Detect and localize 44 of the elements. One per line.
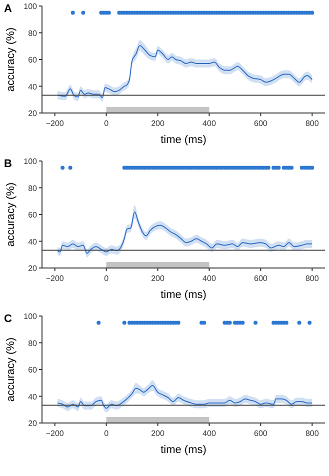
y-axis-title: accuracy (%) bbox=[5, 337, 17, 402]
x-tick-label: 800 bbox=[305, 274, 320, 283]
x-tick-label: 800 bbox=[305, 429, 320, 438]
y-tick-label: 100 bbox=[24, 312, 38, 321]
y-tick-label: 60 bbox=[28, 210, 38, 220]
x-axis-title: time (ms) bbox=[160, 134, 206, 146]
x-tick-label: 400 bbox=[202, 119, 216, 128]
y-tick-label: 40 bbox=[28, 392, 38, 402]
x-tick-label: 400 bbox=[202, 429, 216, 438]
x-tick-label: 200 bbox=[151, 429, 165, 438]
x-tick-label: 800 bbox=[305, 119, 320, 128]
x-tick-label: −200 bbox=[46, 119, 64, 128]
y-tick-label: 40 bbox=[28, 82, 38, 92]
x-tick-label: 0 bbox=[104, 274, 110, 283]
x-axis-title: time (ms) bbox=[160, 289, 206, 301]
y-tick-label: 40 bbox=[28, 237, 38, 246]
chart-title: A bbox=[4, 3, 12, 15]
x-tick-label: 600 bbox=[254, 429, 268, 438]
x-tick-label: 400 bbox=[202, 274, 216, 283]
y-tick-label: 100 bbox=[24, 2, 38, 11]
y-tick-label: 20 bbox=[28, 419, 38, 428]
x-tick-label: 200 bbox=[151, 274, 165, 283]
line-series bbox=[56, 211, 313, 254]
x-tick-label: 200 bbox=[151, 119, 165, 128]
x-tick-label: −200 bbox=[46, 429, 64, 438]
y-tick-label: 60 bbox=[28, 366, 38, 374]
x-tick-label: 0 bbox=[104, 429, 110, 438]
chart-title: C bbox=[4, 313, 12, 325]
y-axis-title: accuracy (%) bbox=[5, 182, 17, 247]
x-axis-title: time (ms) bbox=[160, 444, 206, 456]
x-tick-label: −200 bbox=[46, 274, 64, 283]
y-tick-label: 20 bbox=[28, 109, 38, 118]
y-tick-label: 20 bbox=[28, 264, 38, 273]
y-tick-label: 80 bbox=[28, 338, 38, 348]
y-tick-label: 80 bbox=[28, 184, 38, 193]
x-tick-label: 600 bbox=[254, 274, 268, 283]
line-series bbox=[56, 385, 313, 409]
x-tick-label: 0 bbox=[104, 119, 110, 128]
y-tick-label: 100 bbox=[24, 157, 38, 166]
chart-title: B bbox=[4, 158, 12, 170]
y-axis-title: accuracy (%) bbox=[5, 27, 17, 92]
x-tick-label: 600 bbox=[254, 119, 268, 128]
y-tick-label: 60 bbox=[28, 56, 38, 64]
y-tick-label: 80 bbox=[28, 28, 38, 38]
